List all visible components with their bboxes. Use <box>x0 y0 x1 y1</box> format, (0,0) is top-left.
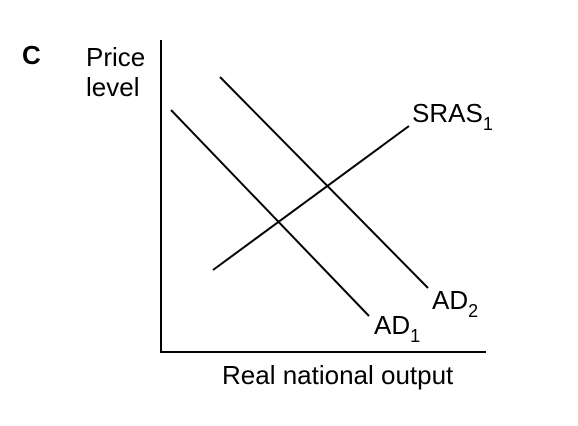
ad1-curve <box>170 109 370 317</box>
ad1-label-base: AD <box>374 310 411 340</box>
ad2-label-base: AD <box>432 285 469 315</box>
x-axis-label: Real national output <box>222 360 454 390</box>
y-axis-label-line1: Price <box>86 42 146 72</box>
ad2-label: AD2 <box>432 285 478 321</box>
ad2-curve <box>219 76 429 289</box>
panel-label: C <box>22 40 41 70</box>
ad1-label: AD1 <box>374 310 420 346</box>
sras1-label-base: SRAS <box>412 98 483 128</box>
sras1-curve <box>212 125 410 271</box>
ad2-label-subscript: 2 <box>468 301 479 321</box>
sras1-label-subscript: 1 <box>482 114 493 134</box>
ad1-label-subscript: 1 <box>410 326 421 346</box>
sras1-label: SRAS1 <box>412 98 493 134</box>
y-axis-label-line2: level <box>86 72 140 102</box>
